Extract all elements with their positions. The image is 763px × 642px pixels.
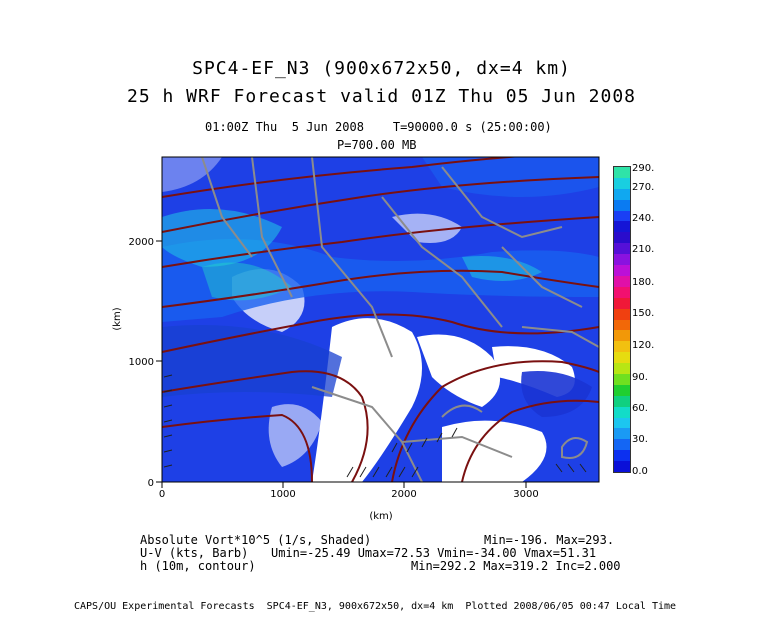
colorbar-label: 90.: [632, 372, 648, 383]
colorbar-swatch: [614, 384, 630, 397]
chart-title: SPC4-EF_N3 (900x672x50, dx=4 km): [192, 58, 571, 79]
colorbar-swatch: [614, 330, 630, 342]
x-axis-label: (km): [369, 511, 392, 522]
colorbar-swatch: [614, 352, 630, 364]
pressure-level: P=700.00 MB: [337, 138, 417, 152]
colorbar-swatch: [614, 188, 630, 201]
legend-vorticity: Absolute Vort*10^5 (1/s, Shaded): [140, 533, 372, 547]
valid-time-line: 01:00Z Thu 5 Jun 2008 T=90000.0 s (25:00…: [205, 120, 552, 134]
y-tick-0: 0: [148, 478, 154, 489]
colorbar-swatch: [614, 177, 630, 190]
colorbar-swatch: [614, 286, 630, 299]
chart-subtitle: 25 h WRF Forecast valid 01Z Thu 05 Jun 2…: [127, 86, 636, 107]
colorbar-swatch: [614, 232, 630, 244]
colorbar-swatch: [614, 319, 630, 331]
colorbar: [613, 166, 631, 473]
colorbar-label: 30.: [632, 434, 648, 445]
y-tick-1000: 1000: [129, 357, 154, 368]
colorbar-label: 150.: [632, 308, 655, 319]
colorbar-swatch: [614, 210, 630, 222]
colorbar-swatch: [614, 406, 630, 419]
x-tick-1000: 1000: [270, 489, 295, 500]
x-tick-2000: 2000: [391, 489, 416, 500]
colorbar-swatch: [614, 373, 630, 386]
colorbar-swatch: [614, 395, 630, 408]
colorbar-label: 120.: [632, 340, 655, 351]
colorbar-label: 0.0: [632, 466, 648, 477]
colorbar-swatch: [614, 221, 630, 233]
colorbar-swatch: [614, 439, 630, 451]
colorbar-swatch: [614, 341, 630, 353]
legend-wind: U-V (kts, Barb): [140, 546, 249, 560]
colorbar-swatch: [614, 461, 630, 473]
colorbar-swatch: [614, 254, 630, 266]
y-axis-label: (km): [112, 307, 123, 330]
colorbar-swatch: [614, 308, 630, 320]
colorbar-swatch: [614, 199, 630, 212]
colorbar-label: 210.: [632, 244, 655, 255]
wind-barbs: [163, 374, 587, 478]
state-borders: [201, 157, 599, 482]
x-tick-0: 0: [159, 489, 165, 500]
colorbar-swatch: [614, 297, 630, 310]
y-tick-2000: 2000: [129, 237, 154, 248]
legend-height: h (10m, contour): [140, 559, 256, 573]
colorbar-swatch: [614, 363, 630, 375]
height-contours: [162, 157, 599, 482]
legend-wind-stats: Umin=-25.49 Umax=72.53 Vmin=-34.00 Vmax=…: [271, 546, 597, 560]
forecast-map: [162, 157, 599, 482]
legend-height-stats: Min=292.2 Max=319.2 Inc=2.000: [411, 559, 621, 573]
colorbar-swatch: [614, 265, 630, 277]
legend-vorticity-stats: Min=-196. Max=293.: [484, 533, 615, 547]
colorbar-swatch: [614, 275, 630, 288]
colorbar-label: 60.: [632, 403, 648, 414]
footer-credit: CAPS/OU Experimental Forecasts SPC4-EF_N…: [74, 601, 677, 612]
x-tick-3000: 3000: [513, 489, 538, 500]
colorbar-swatch: [614, 417, 630, 429]
colorbar-label: 180.: [632, 277, 655, 288]
colorbar-swatch: [614, 167, 630, 179]
colorbar-label: 290.: [632, 163, 655, 174]
vorticity-field: [162, 157, 599, 482]
colorbar-swatch: [614, 428, 630, 440]
colorbar-label: 240.: [632, 213, 655, 224]
colorbar-swatch: [614, 243, 630, 255]
colorbar-swatch: [614, 450, 630, 462]
colorbar-label: 270.: [632, 182, 655, 193]
